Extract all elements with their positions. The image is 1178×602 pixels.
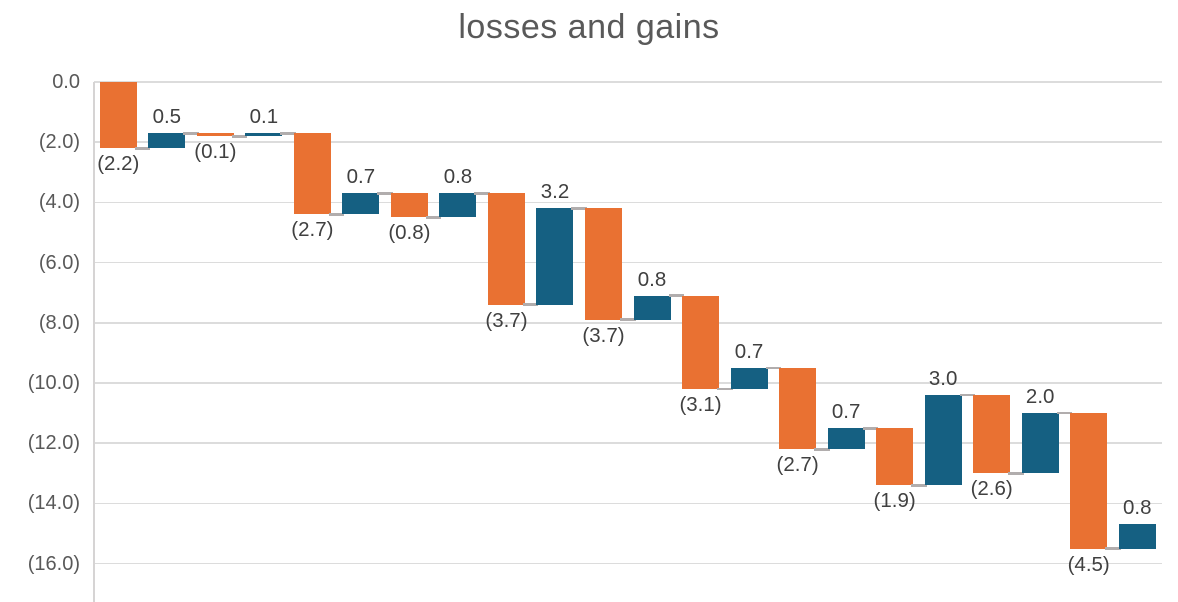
bar-value-label: (3.7): [582, 323, 625, 347]
bar-value-label: (3.1): [679, 393, 722, 417]
connector-line: [1056, 411, 1073, 415]
bar-value-label: (3.7): [485, 308, 528, 332]
connector-line: [522, 303, 539, 307]
y-axis-label: (10.0): [27, 372, 80, 394]
connector-line: [280, 131, 296, 135]
connector-line: [668, 294, 685, 298]
connector-line: [959, 393, 976, 397]
bar-loss: [585, 208, 622, 320]
bar-gain: [633, 295, 671, 320]
bar-loss: [1070, 413, 1108, 549]
y-axis-label: (12.0): [27, 432, 80, 455]
bar-value-label: (1.9): [873, 489, 916, 513]
bar-value-label: (0.1): [194, 140, 237, 164]
bar-gain: [1021, 413, 1059, 474]
gridline: [94, 81, 1162, 83]
bar-gain: [148, 133, 186, 149]
y-axis-label: (6.0): [38, 251, 80, 274]
gridline: [94, 201, 1162, 204]
y-axis-label: (8.0): [38, 311, 80, 334]
bar-loss: [682, 295, 720, 389]
connector-line: [717, 387, 733, 391]
bar-value-label: 0.5: [152, 105, 182, 129]
bar-value-label: 0.8: [1122, 496, 1152, 520]
bar-gain: [536, 208, 574, 305]
connector-line: [814, 447, 830, 451]
bar-loss: [973, 395, 1011, 474]
gridline: [94, 261, 1162, 264]
connector-line: [474, 191, 490, 195]
connector-line: [231, 134, 248, 138]
bar-value-label: 0.8: [637, 267, 667, 291]
bar-gain: [827, 428, 865, 450]
connector-line: [862, 426, 879, 430]
bar-value-label: 3.0: [928, 367, 958, 391]
gridline: [94, 502, 1162, 505]
bar-value-label: 0.7: [346, 165, 376, 189]
connector-line: [571, 207, 587, 210]
gridline: [94, 321, 1162, 324]
bar-gain: [1118, 524, 1156, 549]
gridline: [94, 562, 1162, 565]
connector-line: [425, 216, 442, 219]
bar-value-label: 0.8: [443, 165, 473, 189]
connector-line: [183, 131, 199, 135]
chart-title: losses and gains: [458, 8, 720, 46]
bar-value-label: 2.0: [1025, 385, 1055, 409]
bar-value-label: (4.5): [1067, 552, 1110, 576]
y-axis-label: (14.0): [27, 492, 80, 515]
bar-loss: [876, 428, 914, 486]
connector-line: [1105, 547, 1121, 550]
connector-line: [134, 146, 151, 150]
bar-gain: [924, 395, 962, 486]
connector-line: [620, 318, 636, 322]
bar-gain: [245, 133, 283, 137]
bar-value-label: (0.8): [388, 221, 431, 245]
bar-gain: [342, 193, 380, 215]
bar-value-label: 3.2: [540, 180, 570, 204]
bar-gain: [730, 367, 768, 389]
y-axis-label: (2.0): [38, 131, 80, 154]
bar-value-label: (2.7): [776, 453, 819, 477]
bar-loss: [99, 82, 137, 149]
gridline: [94, 382, 1162, 384]
bar-value-label: (2.7): [291, 218, 334, 242]
bar-loss: [487, 193, 525, 305]
connector-line: [377, 191, 393, 195]
bar-loss: [779, 367, 817, 450]
bar-value-label: (2.2): [97, 152, 140, 176]
y-axis-label: (4.0): [38, 191, 80, 214]
bar-value-label: (2.6): [970, 477, 1013, 501]
bar-loss: [390, 193, 428, 218]
bar-value-label: 0.7: [831, 400, 861, 424]
connector-line: [765, 366, 782, 370]
gridline: [94, 442, 1162, 445]
bar-loss: [293, 133, 331, 215]
connector-line: [911, 483, 927, 487]
gridline: [94, 141, 1162, 144]
bar-loss: [196, 133, 234, 137]
bar-value-label: 0.1: [249, 105, 279, 129]
y-axis-label: 0.0: [52, 71, 80, 93]
y-axis-label: (16.0): [27, 552, 80, 575]
bar-value-label: 0.7: [734, 339, 764, 363]
y-axis-line: [93, 82, 95, 602]
bar-gain: [439, 193, 477, 218]
connector-line: [328, 213, 345, 216]
connector-line: [1008, 471, 1024, 475]
